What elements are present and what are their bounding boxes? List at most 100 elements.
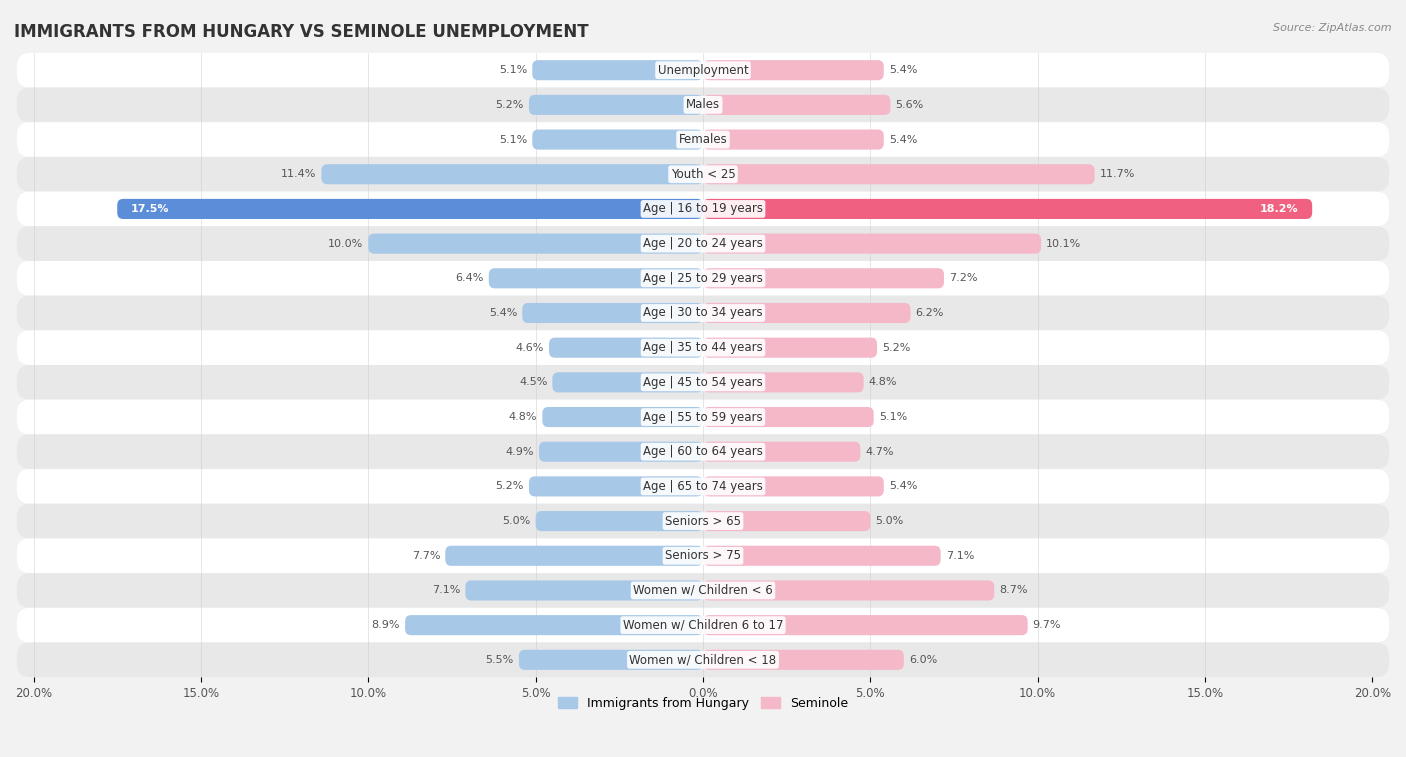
FancyBboxPatch shape [17,192,1389,226]
FancyBboxPatch shape [17,330,1389,365]
FancyBboxPatch shape [17,435,1389,469]
FancyBboxPatch shape [17,88,1389,122]
Text: 8.7%: 8.7% [1000,585,1028,596]
FancyBboxPatch shape [703,303,911,323]
Text: Age | 30 to 34 years: Age | 30 to 34 years [643,307,763,319]
Text: Source: ZipAtlas.com: Source: ZipAtlas.com [1274,23,1392,33]
Text: 5.2%: 5.2% [882,343,911,353]
FancyBboxPatch shape [703,199,1312,219]
Text: 10.0%: 10.0% [328,238,363,248]
Text: 6.0%: 6.0% [908,655,938,665]
FancyBboxPatch shape [703,338,877,358]
Text: Youth < 25: Youth < 25 [671,168,735,181]
Text: Age | 25 to 29 years: Age | 25 to 29 years [643,272,763,285]
Text: 4.6%: 4.6% [516,343,544,353]
Text: 7.7%: 7.7% [412,551,440,561]
FancyBboxPatch shape [548,338,703,358]
Text: 17.5%: 17.5% [131,204,169,214]
FancyBboxPatch shape [703,546,941,565]
Text: 5.4%: 5.4% [889,481,917,491]
Text: 5.1%: 5.1% [499,65,527,75]
FancyBboxPatch shape [703,60,884,80]
Text: Women w/ Children < 18: Women w/ Children < 18 [630,653,776,666]
FancyBboxPatch shape [17,296,1389,330]
FancyBboxPatch shape [703,234,1040,254]
FancyBboxPatch shape [703,129,884,150]
FancyBboxPatch shape [17,53,1389,88]
FancyBboxPatch shape [533,60,703,80]
Text: 5.5%: 5.5% [485,655,513,665]
Text: 6.4%: 6.4% [456,273,484,283]
FancyBboxPatch shape [17,261,1389,296]
FancyBboxPatch shape [17,226,1389,261]
FancyBboxPatch shape [17,365,1389,400]
Text: 18.2%: 18.2% [1260,204,1299,214]
FancyBboxPatch shape [543,407,703,427]
FancyBboxPatch shape [522,303,703,323]
Text: Age | 65 to 74 years: Age | 65 to 74 years [643,480,763,493]
Text: Males: Males [686,98,720,111]
Text: Unemployment: Unemployment [658,64,748,76]
Text: 5.1%: 5.1% [499,135,527,145]
Text: 5.4%: 5.4% [889,65,917,75]
Text: 4.5%: 4.5% [519,377,547,388]
Text: IMMIGRANTS FROM HUNGARY VS SEMINOLE UNEMPLOYMENT: IMMIGRANTS FROM HUNGARY VS SEMINOLE UNEM… [14,23,589,41]
FancyBboxPatch shape [322,164,703,184]
FancyBboxPatch shape [17,643,1389,678]
FancyBboxPatch shape [17,157,1389,192]
Text: 5.0%: 5.0% [876,516,904,526]
FancyBboxPatch shape [533,129,703,150]
FancyBboxPatch shape [703,407,873,427]
Text: 5.4%: 5.4% [889,135,917,145]
Text: 7.1%: 7.1% [432,585,460,596]
Text: Age | 20 to 24 years: Age | 20 to 24 years [643,237,763,250]
FancyBboxPatch shape [703,615,1028,635]
Text: 4.9%: 4.9% [506,447,534,456]
Text: 7.1%: 7.1% [946,551,974,561]
Text: 11.4%: 11.4% [281,170,316,179]
FancyBboxPatch shape [405,615,703,635]
FancyBboxPatch shape [17,503,1389,538]
FancyBboxPatch shape [17,469,1389,503]
FancyBboxPatch shape [519,650,703,670]
Text: 10.1%: 10.1% [1046,238,1081,248]
FancyBboxPatch shape [703,650,904,670]
FancyBboxPatch shape [446,546,703,565]
Text: 11.7%: 11.7% [1099,170,1135,179]
Text: 5.1%: 5.1% [879,412,907,422]
FancyBboxPatch shape [17,573,1389,608]
FancyBboxPatch shape [536,511,703,531]
FancyBboxPatch shape [368,234,703,254]
FancyBboxPatch shape [17,538,1389,573]
FancyBboxPatch shape [17,122,1389,157]
Text: Age | 60 to 64 years: Age | 60 to 64 years [643,445,763,458]
Text: Seniors > 65: Seniors > 65 [665,515,741,528]
FancyBboxPatch shape [703,511,870,531]
FancyBboxPatch shape [703,441,860,462]
Text: Women w/ Children < 6: Women w/ Children < 6 [633,584,773,597]
Text: Seniors > 75: Seniors > 75 [665,550,741,562]
Text: 6.2%: 6.2% [915,308,943,318]
Text: 4.8%: 4.8% [869,377,897,388]
Text: 5.2%: 5.2% [495,100,524,110]
Text: 5.2%: 5.2% [495,481,524,491]
Text: Age | 35 to 44 years: Age | 35 to 44 years [643,341,763,354]
FancyBboxPatch shape [529,476,703,497]
FancyBboxPatch shape [553,372,703,392]
Text: 5.6%: 5.6% [896,100,924,110]
FancyBboxPatch shape [703,581,994,600]
FancyBboxPatch shape [703,476,884,497]
Text: Age | 55 to 59 years: Age | 55 to 59 years [643,410,763,423]
Text: Age | 45 to 54 years: Age | 45 to 54 years [643,376,763,389]
FancyBboxPatch shape [703,372,863,392]
Text: 4.8%: 4.8% [509,412,537,422]
Text: Women w/ Children 6 to 17: Women w/ Children 6 to 17 [623,618,783,631]
FancyBboxPatch shape [117,199,703,219]
Text: 9.7%: 9.7% [1032,620,1062,630]
FancyBboxPatch shape [489,268,703,288]
FancyBboxPatch shape [465,581,703,600]
Text: 4.7%: 4.7% [865,447,894,456]
FancyBboxPatch shape [538,441,703,462]
FancyBboxPatch shape [17,400,1389,435]
Text: 7.2%: 7.2% [949,273,977,283]
